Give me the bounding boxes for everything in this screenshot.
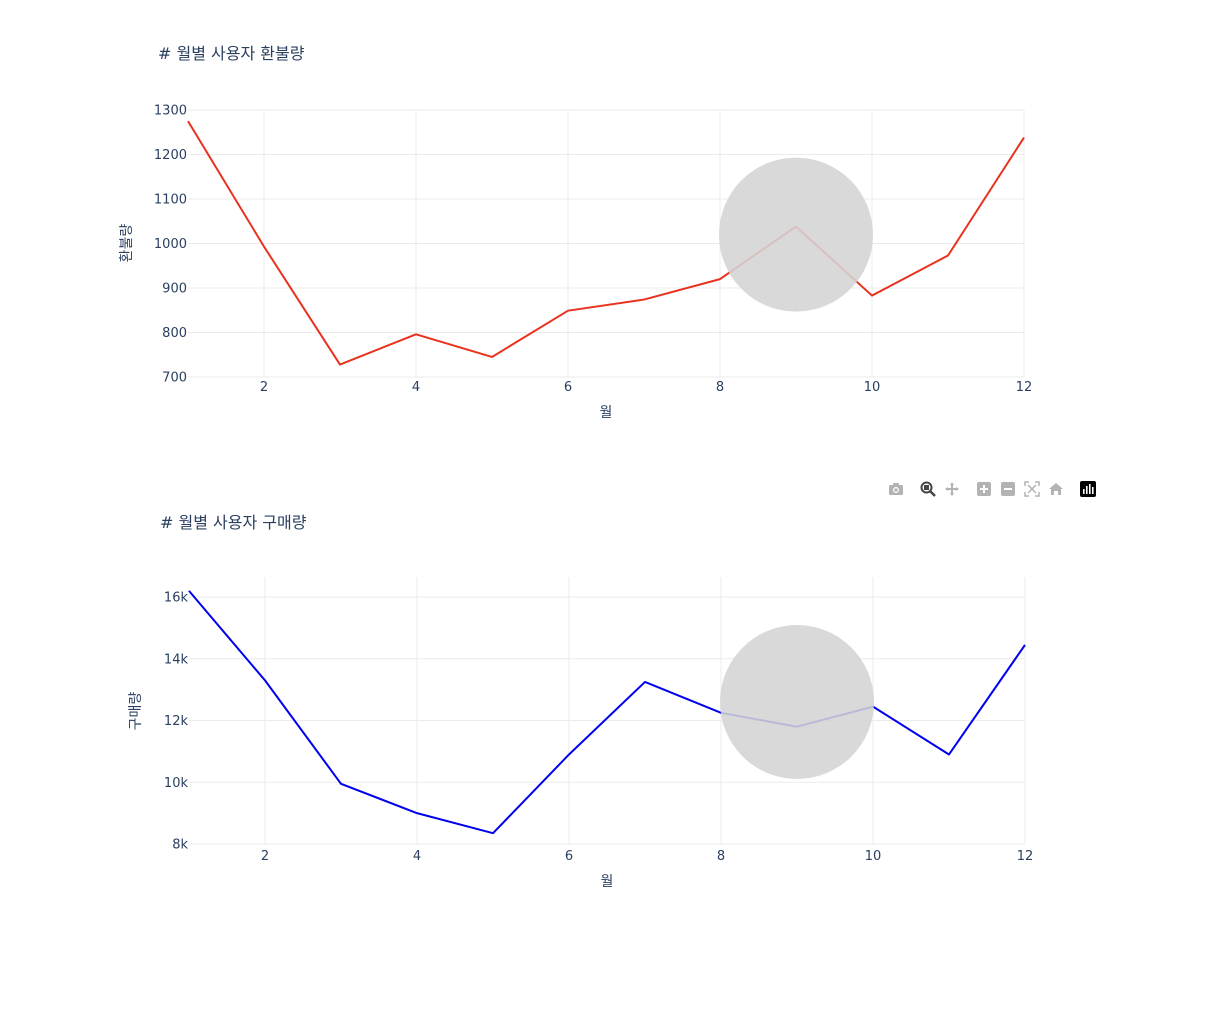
x-tick-label: 10 xyxy=(865,849,882,864)
x-tick-label: 6 xyxy=(564,380,572,395)
x-tick-label: 4 xyxy=(412,380,420,395)
x-tick-label: 2 xyxy=(261,849,269,864)
y-tick-label: 700 xyxy=(162,371,187,386)
y-tick-label: 1200 xyxy=(154,148,187,163)
purchase-plot[interactable]: 2 4 6 8 10 12 8k 10k 12k 14k 16k 월 구매량 xyxy=(0,470,1213,910)
chart-title: # 월별 사용자 구매량 xyxy=(160,513,307,532)
x-tick-label: 10 xyxy=(864,380,881,395)
zoom-icon[interactable] xyxy=(918,479,938,499)
y-tick-label: 900 xyxy=(162,282,187,297)
highlight-circle xyxy=(719,157,873,312)
x-tick-label: 8 xyxy=(717,849,725,864)
y-tick-label: 14k xyxy=(164,652,189,667)
refund-chart: # 월별 사용자 환불량 2 4 6 8 10 12 700 800 900 1000 1100 12… xyxy=(0,0,1213,440)
series-line xyxy=(187,120,1025,366)
x-axis-title: 월 xyxy=(600,405,613,421)
y-tick-label: 800 xyxy=(162,326,187,341)
modebar xyxy=(886,479,1102,499)
highlight-circle xyxy=(720,625,874,780)
x-tick-label: 4 xyxy=(413,849,421,864)
zoom-in-icon[interactable] xyxy=(974,479,994,499)
y-tick-label: 1100 xyxy=(154,193,187,208)
autoscale-icon[interactable] xyxy=(1022,479,1042,499)
plotly-logo-icon[interactable] xyxy=(1078,479,1098,499)
y-tick-label: 16k xyxy=(164,591,189,606)
y-tick-label: 8k xyxy=(172,838,188,853)
purchase-chart: # 월별 사용자 구매량 2 4 6 8 10 12 8k 10k 12k 14k 16k 월 구매량 xyxy=(0,470,1213,910)
zoom-out-icon[interactable] xyxy=(998,479,1018,499)
y-axis-title: 구매량 xyxy=(128,692,144,731)
x-tick-label: 12 xyxy=(1016,380,1033,395)
x-axis-title: 월 xyxy=(601,874,614,890)
x-tick-label: 2 xyxy=(260,380,268,395)
x-tick-label: 12 xyxy=(1017,849,1034,864)
series-line xyxy=(188,590,1026,835)
y-axis-title: 환불량 xyxy=(119,224,135,263)
camera-icon[interactable] xyxy=(886,479,906,499)
y-tick-label: 12k xyxy=(164,714,189,729)
x-tick-label: 8 xyxy=(716,380,724,395)
home-icon[interactable] xyxy=(1046,479,1066,499)
pan-icon[interactable] xyxy=(942,479,962,499)
chart-title: # 월별 사용자 환불량 xyxy=(158,44,305,63)
refund-plot[interactable]: 2 4 6 8 10 12 700 800 900 1000 1100 1200 1300 월 환불량 xyxy=(0,0,1213,440)
y-tick-label: 1300 xyxy=(154,104,187,119)
x-tick-label: 6 xyxy=(565,849,573,864)
y-tick-label: 1000 xyxy=(154,237,187,252)
y-tick-label: 10k xyxy=(164,776,189,791)
